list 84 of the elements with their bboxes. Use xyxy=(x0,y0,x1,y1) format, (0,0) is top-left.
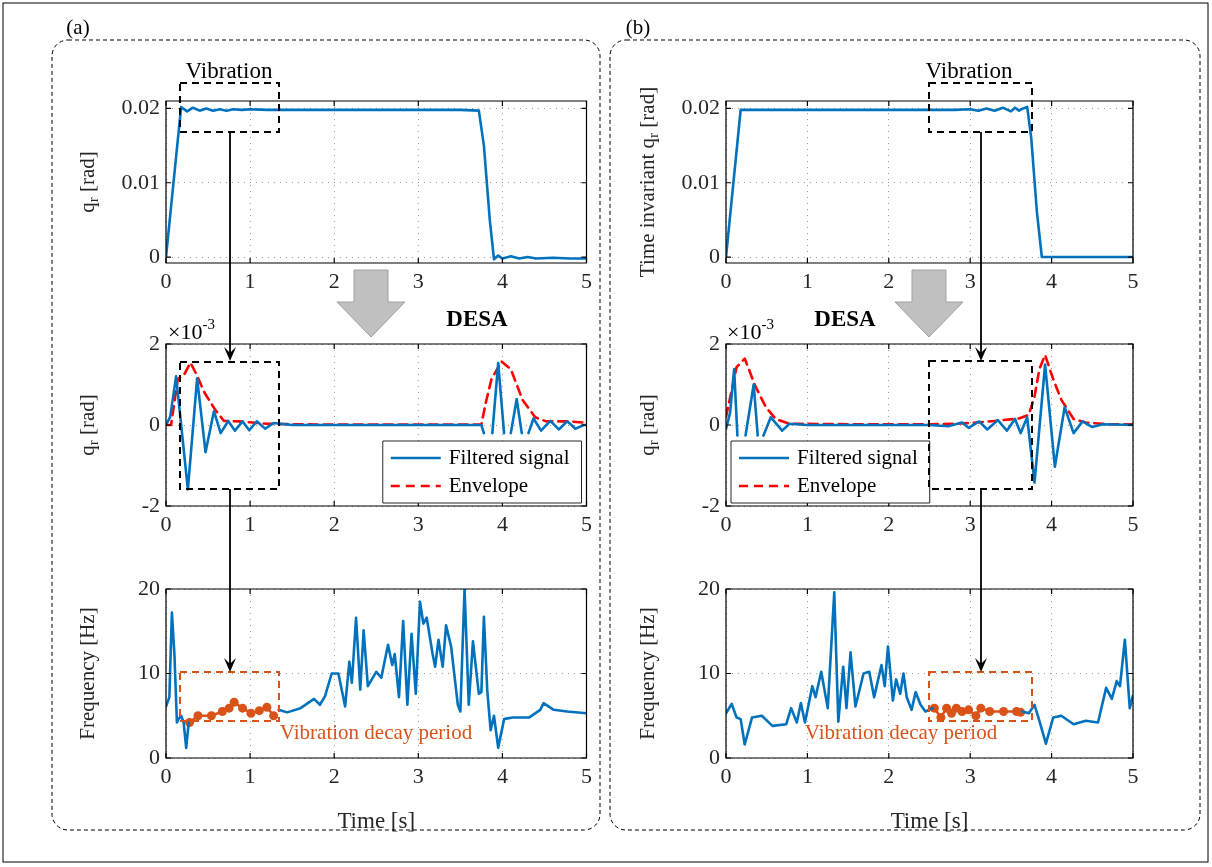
y-tick-label: 0 xyxy=(149,410,160,436)
y-tick-label: 0 xyxy=(709,743,720,769)
x-tick-label: 4 xyxy=(1046,267,1058,293)
legend-label: Filtered signal xyxy=(797,444,918,469)
y-tick-label: 20 xyxy=(698,574,720,600)
y-tick-label: 0 xyxy=(149,242,160,268)
x-tick-label: 3 xyxy=(412,267,424,293)
y-tick-label: 0.02 xyxy=(681,94,720,120)
x-axis-title: Time [s] xyxy=(890,808,969,834)
y-axis-title: qr [rad] xyxy=(74,151,101,213)
x-tick-label: 2 xyxy=(328,510,340,536)
x-tick-label: 5 xyxy=(1127,762,1139,788)
y-tick-label: -2 xyxy=(701,491,720,517)
x-tick-label: 5 xyxy=(1127,267,1139,293)
point xyxy=(946,708,956,718)
y-tick-label: -2 xyxy=(141,491,160,517)
x-tick-label: 2 xyxy=(883,510,895,536)
point xyxy=(246,708,256,718)
y-tick-label: 0 xyxy=(149,743,160,769)
x-tick-label: 5 xyxy=(1127,510,1139,536)
x-tick-label: 4 xyxy=(496,267,508,293)
point xyxy=(269,711,279,721)
y-tick-label: 10 xyxy=(698,659,720,685)
annotation: Vibration decay period xyxy=(279,719,473,744)
x-tick-label: 4 xyxy=(496,510,508,536)
x-axis-title: Time [s] xyxy=(337,808,416,834)
x-tick-label: 4 xyxy=(1046,762,1058,788)
y-tick-label: 10 xyxy=(138,659,160,685)
x-tick-label: 2 xyxy=(328,267,340,293)
y-tick-label: 0.01 xyxy=(121,168,160,194)
y-tick-label: 2 xyxy=(149,329,160,355)
legend-label: Envelope xyxy=(448,472,529,497)
x-tick-label: 3 xyxy=(964,510,976,536)
point xyxy=(976,703,986,713)
y-axis-title: Frequency [Hz] xyxy=(634,607,659,740)
legend-label: Filtered signal xyxy=(448,444,570,469)
y-axis-title: qr [rad] xyxy=(634,394,661,456)
x-tick-label: 1 xyxy=(244,267,256,293)
x-tick-label: 5 xyxy=(581,762,592,788)
y-axis-title: Frequency [Hz] xyxy=(74,607,99,740)
y-tick-label: 20 xyxy=(138,574,160,600)
x-tick-label: 3 xyxy=(964,762,976,788)
point xyxy=(229,697,239,707)
x-tick-label: 1 xyxy=(244,762,256,788)
x-tick-label: 1 xyxy=(801,510,813,536)
y-tick-label: 0.01 xyxy=(681,168,720,194)
text: Vibration xyxy=(185,58,273,84)
y-axis-title: Time invariant qr [rad] xyxy=(634,86,661,278)
annotation: Vibration decay period xyxy=(804,719,998,744)
y-axis-title: qr [rad] xyxy=(74,394,101,456)
x-tick-label: 5 xyxy=(581,510,592,536)
point xyxy=(193,711,203,721)
point xyxy=(262,702,272,712)
text: DESA xyxy=(814,305,877,331)
point xyxy=(999,707,1009,717)
text: DESA xyxy=(446,305,509,331)
y-tick-label: 0 xyxy=(709,242,720,268)
x-tick-label: 3 xyxy=(964,267,976,293)
line-series xyxy=(726,353,1133,426)
point xyxy=(206,711,216,721)
x-tick-label: 2 xyxy=(883,762,895,788)
x-tick-label: 4 xyxy=(1046,510,1058,536)
x-tick-label: 1 xyxy=(801,267,813,293)
y-tick-label: 2 xyxy=(709,329,720,355)
x-tick-label: 3 xyxy=(412,762,424,788)
x-tick-label: 3 xyxy=(412,510,424,536)
x-tick-label: 1 xyxy=(244,510,256,536)
x-tick-label: 2 xyxy=(883,267,895,293)
text: (b) xyxy=(625,14,651,39)
point xyxy=(964,705,974,715)
point xyxy=(985,707,995,717)
x-tick-label: 5 xyxy=(581,267,592,293)
x-tick-label: 2 xyxy=(328,762,340,788)
point xyxy=(254,706,264,716)
text: (a) xyxy=(66,14,90,39)
y-tick-label: 0 xyxy=(709,410,720,436)
y-tick-label: 0.02 xyxy=(121,94,160,120)
x-tick-label: 4 xyxy=(496,762,508,788)
point xyxy=(238,703,248,713)
x-tick-label: 1 xyxy=(801,762,813,788)
point xyxy=(971,711,981,721)
point xyxy=(217,707,227,717)
legend-label: Envelope xyxy=(797,472,877,497)
text: Vibration xyxy=(925,58,1013,84)
